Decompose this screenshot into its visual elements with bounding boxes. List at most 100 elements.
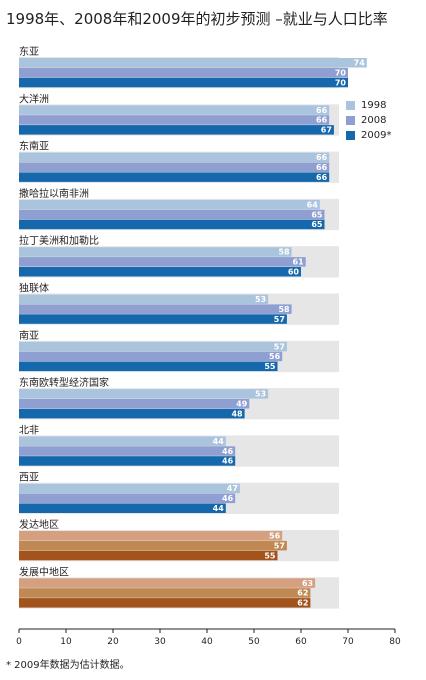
- bar: [19, 115, 330, 125]
- bar: [19, 540, 287, 551]
- data-label: 63: [302, 579, 313, 588]
- legend: 1998 2008 2009*: [346, 98, 391, 143]
- x-tick-label: 20: [107, 637, 119, 647]
- data-label: 66: [316, 153, 328, 162]
- data-label: 49: [236, 400, 248, 409]
- data-label: 60: [288, 268, 300, 277]
- data-label: 66: [316, 163, 328, 172]
- bar: [19, 314, 287, 324]
- data-label: 57: [274, 541, 285, 550]
- data-label: 55: [264, 362, 276, 371]
- x-tick-label: 40: [201, 637, 213, 647]
- data-label: 56: [269, 352, 281, 361]
- legend-swatch-2009: [346, 130, 355, 140]
- data-label: 65: [311, 210, 323, 219]
- bar: [19, 531, 283, 541]
- bar: [19, 152, 330, 163]
- x-tick-label: 70: [342, 637, 354, 647]
- data-label: 66: [316, 116, 328, 125]
- bar: [19, 436, 226, 446]
- footnote: * 2009年数据为估计数据。: [6, 660, 130, 671]
- data-label: 53: [255, 390, 266, 399]
- bar: [19, 247, 292, 257]
- bar: [19, 58, 367, 68]
- bar: [19, 456, 236, 466]
- data-label: 47: [227, 484, 238, 493]
- legend-item-2008: 2008: [346, 113, 391, 127]
- category-label: 东南欧转型经济国家: [19, 376, 109, 389]
- bar: [19, 172, 330, 182]
- x-tick-label: 80: [389, 637, 401, 647]
- data-label: 58: [278, 305, 290, 314]
- data-label: 57: [274, 342, 285, 351]
- data-label: 46: [222, 447, 234, 456]
- bar: [19, 588, 311, 598]
- category-label: 发达地区: [19, 518, 59, 531]
- category-label: 大洋洲: [19, 92, 49, 105]
- bar: [19, 209, 325, 220]
- bar: [19, 125, 334, 135]
- data-label: 46: [222, 494, 234, 503]
- category-label: 撒哈拉以南非洲: [19, 187, 89, 200]
- bar: [19, 105, 330, 115]
- data-label: 64: [307, 200, 319, 209]
- data-label: 48: [231, 409, 243, 418]
- bar: [19, 408, 245, 419]
- x-tick-label: 60: [295, 637, 307, 647]
- data-label: 62: [297, 589, 308, 598]
- data-label: 58: [278, 248, 290, 257]
- data-label: 66: [316, 173, 328, 182]
- data-label: 53: [255, 295, 266, 304]
- bar: [19, 493, 236, 504]
- category-label: 东亚: [19, 45, 39, 58]
- bar: [19, 550, 278, 561]
- category-label: 北非: [19, 424, 39, 436]
- data-label: 55: [264, 551, 276, 560]
- category-label: 南亚: [19, 329, 39, 342]
- bar: [19, 351, 283, 362]
- category-label: 独联体: [19, 282, 49, 295]
- data-label: 66: [316, 106, 328, 115]
- data-label: 57: [274, 315, 285, 324]
- legend-label-2009: 2009*: [361, 129, 392, 141]
- data-label: 62: [297, 599, 308, 608]
- category-label: 东南亚: [19, 140, 49, 153]
- x-tick-label: 10: [60, 637, 72, 647]
- bar: [19, 162, 330, 172]
- data-label: 70: [335, 78, 347, 87]
- bar: [19, 267, 301, 277]
- x-tick-label: 30: [154, 637, 166, 647]
- legend-label-2008: 2008: [361, 114, 387, 126]
- bar: [19, 503, 226, 513]
- bar: [19, 578, 316, 588]
- data-label: 65: [311, 220, 323, 229]
- legend-swatch-1998: [346, 100, 355, 110]
- bar: [19, 77, 348, 88]
- bar: [19, 361, 278, 372]
- x-tick-label: 50: [248, 637, 260, 647]
- legend-item-2009: 2009*: [346, 128, 391, 142]
- legend-item-1998: 1998: [346, 98, 391, 112]
- bar: [19, 304, 292, 314]
- bar: [19, 67, 348, 78]
- data-label: 70: [335, 68, 347, 77]
- data-label: 56: [269, 532, 281, 541]
- legend-swatch-2008: [346, 115, 355, 125]
- bar: [19, 199, 320, 210]
- data-label: 67: [321, 126, 332, 135]
- category-label: 发展中地区: [19, 565, 69, 578]
- bar: [19, 219, 325, 230]
- bar: [19, 598, 311, 608]
- bar: [19, 341, 287, 352]
- bar: [19, 483, 240, 494]
- data-label: 44: [213, 437, 225, 446]
- bar: [19, 446, 236, 456]
- bar: [19, 389, 269, 399]
- data-label: 74: [354, 59, 366, 68]
- bar: [19, 399, 250, 409]
- legend-label-1998: 1998: [361, 99, 387, 111]
- category-label: 西亚: [19, 473, 39, 484]
- data-label: 44: [213, 504, 225, 513]
- data-label: 46: [222, 457, 234, 466]
